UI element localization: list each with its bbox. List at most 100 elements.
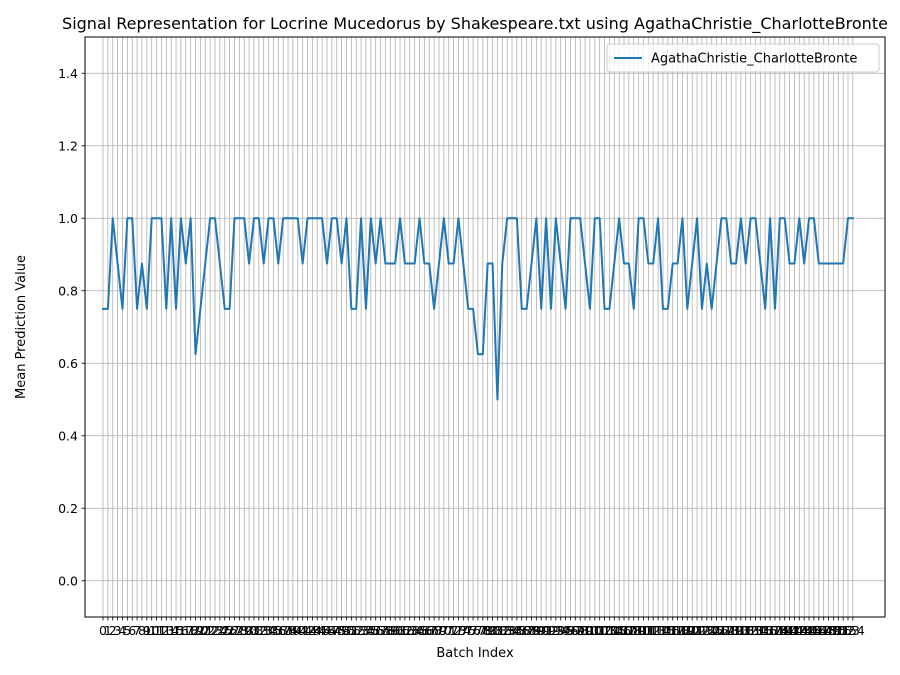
x-tick-label: 38 bbox=[280, 623, 296, 638]
x-axis-ticks: 0123456789101112131415161718192021222324… bbox=[99, 617, 865, 638]
x-tick-label: 100 bbox=[578, 623, 602, 638]
x-tick-label: 39 bbox=[285, 623, 301, 638]
y-tick-label: 0.4 bbox=[58, 428, 78, 443]
x-tick-label: 97 bbox=[567, 623, 583, 638]
x-tick-label: 108 bbox=[617, 623, 641, 638]
x-tick-label: 16 bbox=[173, 623, 189, 638]
y-tick-label: 0.6 bbox=[58, 356, 78, 371]
x-tick-label: 102 bbox=[588, 623, 612, 638]
y-tick-label: 1.4 bbox=[58, 66, 78, 81]
x-tick-label: 149 bbox=[817, 623, 841, 638]
x-tick-label: 23 bbox=[207, 623, 223, 638]
x-tick-label: 48 bbox=[329, 623, 345, 638]
plot-frame bbox=[84, 36, 886, 618]
y-tick-label: 0.0 bbox=[58, 573, 78, 588]
x-tick-label: 69 bbox=[431, 623, 447, 638]
x-tick-label: 145 bbox=[797, 623, 821, 638]
x-tick-label: 61 bbox=[392, 623, 408, 638]
y-tick-label: 0.2 bbox=[58, 501, 78, 516]
x-tick-label: 121 bbox=[680, 623, 704, 638]
x-tick-label: 123 bbox=[690, 623, 714, 638]
x-tick-label: 119 bbox=[671, 623, 695, 638]
y-tick-label: 1.2 bbox=[58, 138, 78, 153]
x-tick-label: 40 bbox=[290, 623, 306, 638]
x-tick-label: 89 bbox=[528, 623, 544, 638]
x-tick-label: 112 bbox=[636, 623, 660, 638]
x-tick-label: 65 bbox=[412, 623, 428, 638]
x-tick-label: 50 bbox=[339, 623, 355, 638]
x-tick-label: 44 bbox=[309, 623, 325, 638]
x-tick-label: 125 bbox=[700, 623, 724, 638]
x-tick-label: 15 bbox=[168, 623, 184, 638]
x-tick-label: 4 bbox=[119, 623, 127, 638]
x-tick-label: 111 bbox=[632, 623, 656, 638]
x-tick-label: 54 bbox=[358, 623, 374, 638]
x-tick-label: 82 bbox=[494, 623, 510, 638]
x-tick-label: 150 bbox=[821, 623, 845, 638]
x-tick-label: 51 bbox=[343, 623, 359, 638]
x-tick-label: 83 bbox=[499, 623, 515, 638]
x-tick-label: 75 bbox=[460, 623, 476, 638]
x-tick-label: 9 bbox=[143, 623, 151, 638]
x-tick-label: 140 bbox=[773, 623, 797, 638]
x-tick-label: 133 bbox=[739, 623, 763, 638]
x-tick-label: 128 bbox=[714, 623, 738, 638]
x-tick-label: 68 bbox=[426, 623, 442, 638]
x-tick-label: 60 bbox=[387, 623, 403, 638]
x-tick-label: 10 bbox=[144, 623, 160, 638]
x-tick-label: 129 bbox=[719, 623, 743, 638]
x-tick-label: 95 bbox=[558, 623, 574, 638]
x-tick-label: 99 bbox=[577, 623, 593, 638]
x-tick-label: 17 bbox=[178, 623, 194, 638]
x-tick-label: 148 bbox=[812, 623, 836, 638]
x-tick-label: 21 bbox=[197, 623, 213, 638]
x-tick-label: 7 bbox=[133, 623, 141, 638]
x-tick-label: 147 bbox=[807, 623, 831, 638]
series-layer bbox=[102, 217, 854, 401]
x-tick-label: 146 bbox=[802, 623, 826, 638]
x-tick-label: 8 bbox=[138, 623, 146, 638]
x-tick-label: 20 bbox=[192, 623, 208, 638]
x-tick-label: 57 bbox=[373, 623, 389, 638]
y-tick-label: 1.0 bbox=[58, 211, 78, 226]
x-tick-label: 124 bbox=[695, 623, 719, 638]
x-tick-label: 6 bbox=[128, 623, 136, 638]
x-tick-label: 37 bbox=[275, 623, 291, 638]
x-tick-label: 105 bbox=[602, 623, 626, 638]
x-tick-label: 104 bbox=[597, 623, 621, 638]
y-axis-label: Mean Prediction Value bbox=[14, 255, 29, 399]
x-tick-label: 73 bbox=[451, 623, 467, 638]
x-tick-label: 84 bbox=[504, 623, 520, 638]
x-tick-label: 101 bbox=[583, 623, 607, 638]
x-tick-label: 26 bbox=[222, 623, 238, 638]
x-tick-label: 3 bbox=[114, 623, 122, 638]
x-tick-label: 152 bbox=[831, 623, 855, 638]
x-tick-label: 154 bbox=[841, 623, 865, 638]
x-tick-label: 138 bbox=[763, 623, 787, 638]
x-tick-label: 31 bbox=[246, 623, 262, 638]
x-tick-label: 76 bbox=[465, 623, 481, 638]
x-tick-label: 53 bbox=[353, 623, 369, 638]
x-tick-label: 45 bbox=[314, 623, 330, 638]
x-tick-label: 96 bbox=[562, 623, 578, 638]
x-tick-label: 126 bbox=[705, 623, 729, 638]
x-tick-label: 56 bbox=[368, 623, 384, 638]
x-tick-label: 139 bbox=[768, 623, 792, 638]
x-tick-label: 91 bbox=[538, 623, 554, 638]
x-tick-label: 80 bbox=[485, 623, 501, 638]
x-tick-label: 153 bbox=[836, 623, 860, 638]
x-tick-label: 131 bbox=[729, 623, 753, 638]
x-tick-label: 14 bbox=[163, 623, 179, 638]
x-tick-label: 143 bbox=[787, 623, 811, 638]
legend: AgathaChristie_CharlotteBronte bbox=[606, 43, 880, 73]
x-tick-label: 11 bbox=[149, 623, 165, 638]
x-tick-label: 30 bbox=[241, 623, 257, 638]
x-tick-label: 19 bbox=[188, 623, 204, 638]
x-tick-label: 109 bbox=[622, 623, 646, 638]
series-line bbox=[102, 217, 854, 401]
chart-title: Signal Representation for Locrine Mucedo… bbox=[62, 14, 888, 34]
x-tick-label: 94 bbox=[553, 623, 569, 638]
x-tick-label: 32 bbox=[251, 623, 267, 638]
x-tick-label: 12 bbox=[153, 623, 169, 638]
